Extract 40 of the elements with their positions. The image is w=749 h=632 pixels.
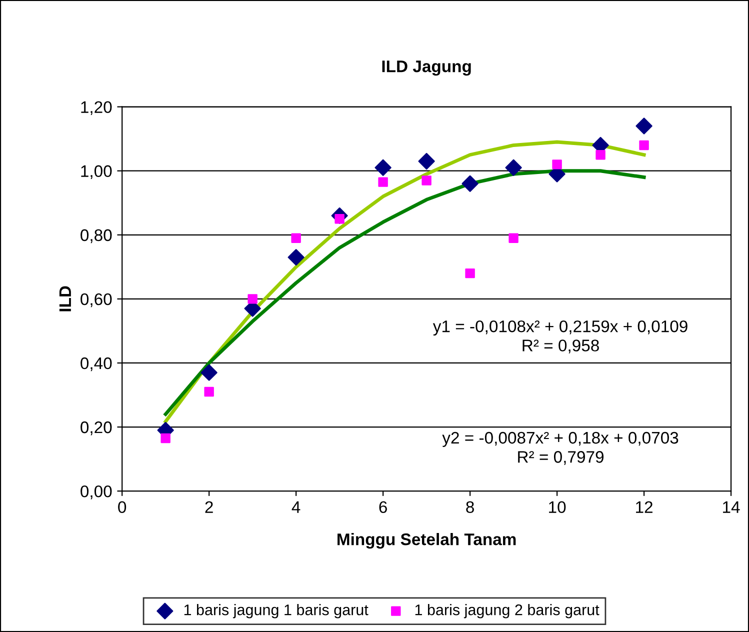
x-tick-label: 14 <box>723 501 740 513</box>
point <box>636 118 652 134</box>
y-tick-label: 0,60 <box>80 293 112 308</box>
legend-label: 1 baris jagung 1 baris garut <box>184 604 368 618</box>
x-tick-label: 4 <box>292 501 300 513</box>
point <box>418 152 435 170</box>
point <box>291 233 301 243</box>
y-tick-label: 0,20 <box>80 421 112 436</box>
x-tick-label: 12 <box>636 501 652 513</box>
annotation: y2 = -0,0087x² + 0,18x + 0,0703 R² = 0,7979 <box>442 432 678 465</box>
y-tick-label: 1,20 <box>81 101 112 115</box>
point <box>378 177 388 187</box>
x-tick-label: 2 <box>205 501 213 513</box>
x-axis-title: Minggu Setelah Tanam <box>338 532 516 549</box>
y-tick-label: 0,00 <box>80 485 112 500</box>
point <box>639 140 649 150</box>
point <box>465 268 475 278</box>
point <box>552 160 562 170</box>
point <box>422 176 432 186</box>
y-tick-label: 0,80 <box>80 229 112 244</box>
legend-label: 1 baris jagung 2 baris garut <box>415 604 600 618</box>
point <box>200 364 218 381</box>
point <box>505 159 522 176</box>
point <box>288 249 304 266</box>
annotation: y1 = -0,0108x² + 0,2159x + 0,0109 R² = 0,958 <box>432 320 688 354</box>
x-tick-label: 6 <box>379 501 387 514</box>
point <box>462 175 478 192</box>
x-tick-label: 8 <box>466 501 474 514</box>
y-axis-title: ILD <box>59 286 71 312</box>
point <box>596 150 606 160</box>
chart-title: ILD Jagung <box>382 60 471 76</box>
point <box>374 159 392 176</box>
y-tick-label: 0,40 <box>80 357 112 372</box>
y-tick-label: 1,00 <box>81 165 112 180</box>
point <box>204 386 214 397</box>
point <box>508 233 518 243</box>
x-tick-label: 0 <box>118 501 126 514</box>
point <box>160 433 170 444</box>
x-tick-label: 10 <box>549 501 566 514</box>
point <box>248 294 258 304</box>
